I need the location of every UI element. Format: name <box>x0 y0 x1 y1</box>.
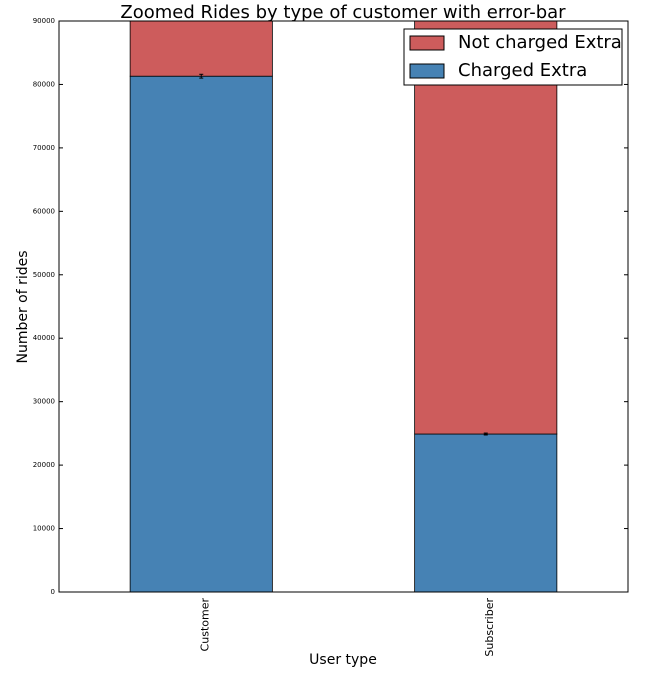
y-tick-label: 20000 <box>33 461 55 469</box>
error-bar <box>199 73 204 79</box>
y-tick-label: 30000 <box>33 398 55 406</box>
chart-title: Zoomed Rides by type of customer with er… <box>120 2 566 23</box>
y-tick-label: 50000 <box>33 271 55 279</box>
x-tick-label: Subscriber <box>483 598 496 657</box>
y-tick-label: 70000 <box>33 144 55 152</box>
bar-segment <box>129 75 273 592</box>
bar-segment <box>414 21 558 435</box>
legend-label: Charged Extra <box>458 60 587 81</box>
y-axis-label: Number of rides <box>15 250 31 363</box>
plot-frame <box>58 20 629 593</box>
legend-swatch <box>409 35 445 51</box>
bar-segment <box>414 433 558 592</box>
y-tick-label: 80000 <box>33 80 55 88</box>
y-tick-label: 90000 <box>33 17 55 25</box>
error-bar <box>483 432 488 436</box>
x-axis-label: User type <box>309 652 377 668</box>
y-tick-label: 60000 <box>33 207 55 215</box>
plot-area <box>129 21 558 592</box>
y-tick-label: 0 <box>51 588 55 596</box>
y-tick-label: 10000 <box>33 525 55 533</box>
bar-segment <box>129 21 273 77</box>
legend-label: Not charged Extra <box>458 32 622 53</box>
y-tick-label: 40000 <box>33 334 55 342</box>
x-tick-label: Customer <box>198 598 211 652</box>
legend-swatch <box>409 63 445 79</box>
